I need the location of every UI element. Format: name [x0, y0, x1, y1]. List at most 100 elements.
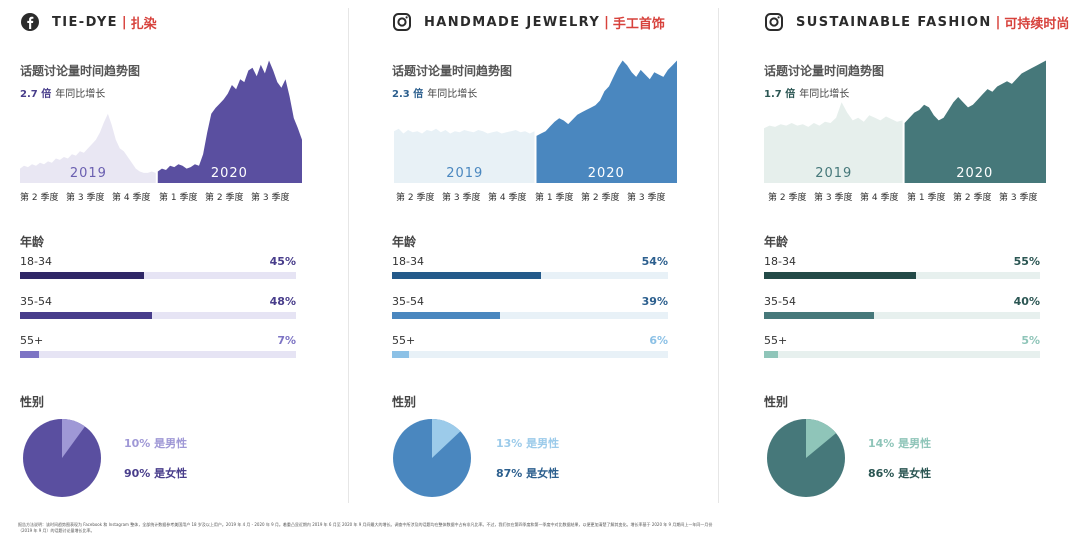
topic-name: TIE-DYE: [52, 14, 118, 30]
quarter-label: 第 4 季度: [488, 193, 527, 203]
quarter-label: 第 1 季度: [159, 193, 198, 203]
year-label-2019: 2019: [446, 166, 483, 181]
age-bar-track: [392, 312, 668, 319]
age-title: 年龄: [20, 235, 45, 249]
trend-chart: 2019 2020: [764, 60, 1046, 183]
age-label: 35-54: [764, 295, 796, 308]
panel-tie-dye: TIE-DYE | 扎染 话题讨论量时间趋势图 2.7 倍年同比增长 2019 2…: [20, 0, 370, 505]
quarter-label: 第 4 季度: [112, 193, 151, 203]
quarter-label: 第 2 季度: [581, 193, 620, 203]
instagram-icon: [765, 13, 783, 31]
age-label: 18-34: [764, 255, 796, 268]
age-label: 55+: [392, 334, 416, 347]
age-row-35-54: 35-54 39%: [392, 295, 668, 331]
quarter-label: 第 2 季度: [396, 193, 435, 203]
quarter-label: 第 2 季度: [20, 193, 59, 203]
age-percent: 55%: [1013, 255, 1040, 268]
age-label: 18-34: [20, 255, 52, 268]
panel-header: TIE-DYE | 扎染: [20, 10, 157, 34]
area-2020: [536, 60, 677, 183]
female-share: 90% 是女性: [124, 467, 188, 480]
gender-pie: [767, 419, 845, 497]
age-label: 35-54: [392, 295, 424, 308]
age-bar-track: [764, 272, 1040, 279]
age-bar-fill: [392, 272, 542, 279]
topic-name: SUSTAINABLE FASHION: [796, 14, 992, 30]
male-share: 13% 是男性: [496, 437, 560, 450]
trend-title: 话题讨论量时间趋势图: [20, 64, 141, 78]
pie-slice-male: [432, 419, 461, 458]
age-percent: 40%: [1013, 295, 1040, 308]
age-bar-fill: [392, 351, 409, 358]
quarter-label: 第 2 季度: [205, 193, 244, 203]
quarter-label: 第 3 季度: [814, 193, 853, 203]
panel-handmade-jewelry: HANDMADE JEWELRY | 手工首饰 话题讨论量时间趋势图 2.3 倍…: [392, 0, 742, 505]
age-bar-track: [20, 312, 296, 319]
quarter-label: 第 3 季度: [66, 193, 105, 203]
age-row-18-34: 18-34 54%: [392, 255, 668, 291]
age-title: 年龄: [764, 235, 789, 249]
quarter-label: 第 2 季度: [768, 193, 807, 203]
panel-divider: [718, 8, 719, 503]
age-row-18-34: 18-34 55%: [764, 255, 1040, 291]
trend-title: 话题讨论量时间趋势图: [392, 64, 513, 78]
footer-note: 报告方法说明：该时间趋势图表现为 Facebook 和 Instagram 整体…: [18, 522, 713, 533]
area-2020: [157, 60, 302, 183]
growth-value: 1.7 倍: [764, 89, 796, 100]
age-percent: 54%: [641, 255, 668, 268]
growth-value: 2.7 倍: [20, 89, 52, 100]
panel-header: SUSTAINABLE FASHION | 可持续时尚: [764, 10, 1069, 34]
age-bar-fill: [764, 312, 875, 319]
panel-divider: [348, 8, 349, 503]
area-2020: [904, 60, 1046, 183]
topic-name-cn: 手工首饰: [612, 16, 665, 32]
age-percent: 48%: [269, 295, 296, 308]
trend-title: 话题讨论量时间趋势图: [764, 64, 885, 78]
gender-title: 性别: [392, 395, 417, 409]
year-label-2020: 2020: [588, 166, 625, 181]
year-label-2020: 2020: [211, 166, 248, 181]
gender-title: 性别: [764, 395, 789, 409]
age-row-35-54: 35-54 40%: [764, 295, 1040, 331]
age-row-35-54: 35-54 48%: [20, 295, 296, 331]
pie-slice-male: [62, 419, 85, 458]
quarter-label: 第 3 季度: [251, 193, 290, 203]
male-share: 14% 是男性: [868, 437, 932, 450]
topic-name: HANDMADE JEWELRY: [424, 14, 601, 30]
instagram-icon: [393, 13, 411, 31]
age-bar-fill: [20, 351, 40, 358]
age-percent: 39%: [641, 295, 668, 308]
topic-name-cn: 可持续时尚: [1004, 16, 1070, 32]
growth-label: 年同比增长: [799, 89, 850, 100]
quarter-label: 第 3 季度: [442, 193, 481, 203]
age-percent: 6%: [649, 334, 668, 347]
female-share: 86% 是女性: [868, 467, 932, 480]
header-separator: |: [121, 14, 127, 30]
age-label: 55+: [764, 334, 788, 347]
age-bar-track: [392, 272, 668, 279]
gender-title: 性别: [20, 395, 45, 409]
age-label: 55+: [20, 334, 44, 347]
age-bar-track: [20, 272, 296, 279]
age-bar-fill: [20, 272, 145, 279]
trend-chart: 2019 2020: [394, 60, 677, 183]
quarter-label: 第 1 季度: [907, 193, 946, 203]
gender-pie: [23, 419, 101, 497]
growth-label: 年同比增长: [55, 89, 106, 100]
age-percent: 45%: [269, 255, 296, 268]
area-2019: [394, 128, 535, 183]
year-label-2019: 2019: [70, 166, 107, 181]
quarter-label: 第 3 季度: [627, 193, 666, 203]
header-separator: |: [995, 14, 1001, 30]
age-bar-track: [392, 351, 668, 358]
age-bar-fill: [764, 272, 916, 279]
age-label: 35-54: [20, 295, 52, 308]
quarter-label: 第 3 季度: [999, 193, 1038, 203]
age-title: 年龄: [392, 235, 417, 249]
age-bar-fill: [20, 312, 153, 319]
age-bar-track: [764, 312, 1040, 319]
age-bar-fill: [392, 312, 500, 319]
growth-text: 2.3 倍年同比增长: [392, 85, 477, 100]
header-separator: |: [604, 14, 609, 30]
pie-slice-male: [806, 419, 837, 458]
